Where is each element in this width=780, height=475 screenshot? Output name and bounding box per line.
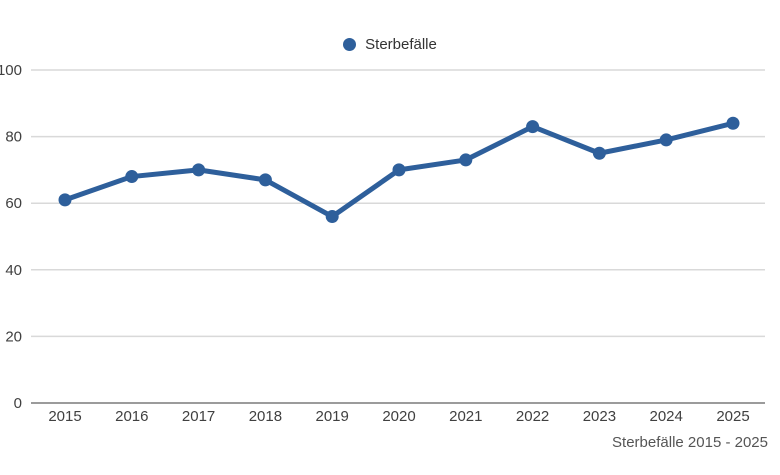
y-tick-label: 80 [5,129,22,146]
data-point-marker [392,163,406,177]
data-point-marker [58,193,72,207]
y-tick-label: 100 [0,62,22,79]
data-point-marker [726,116,740,130]
x-tick-label: 2020 [382,408,415,425]
x-tick-label: 2017 [182,408,215,425]
data-point-marker [459,153,473,167]
data-point-marker [125,170,139,184]
legend-item-label: Sterbefälle [365,36,437,53]
data-point-marker [592,146,606,160]
y-tick-label: 20 [5,328,22,345]
data-point-marker [659,133,673,147]
chart-footer-caption: Sterbefälle 2015 - 2025 [612,434,768,451]
y-tick-label: 0 [14,395,22,412]
x-tick-label: 2016 [115,408,148,425]
x-tick-label: 2023 [583,408,616,425]
x-tick-label: 2021 [449,408,482,425]
legend-marker-icon [343,38,357,51]
x-tick-label: 2025 [716,408,749,425]
y-tick-label: 60 [5,195,22,212]
chart-legend: Sterbefälle [0,36,780,53]
data-point-marker [258,173,272,187]
data-point-marker [526,120,540,134]
y-tick-label: 40 [5,262,22,279]
x-tick-label: 2019 [316,408,349,425]
x-tick-label: 2024 [650,408,683,425]
data-point-marker [192,163,206,177]
x-tick-label: 2022 [516,408,549,425]
x-tick-label: 2015 [48,408,81,425]
x-tick-label: 2018 [249,408,282,425]
data-point-marker [325,210,339,224]
